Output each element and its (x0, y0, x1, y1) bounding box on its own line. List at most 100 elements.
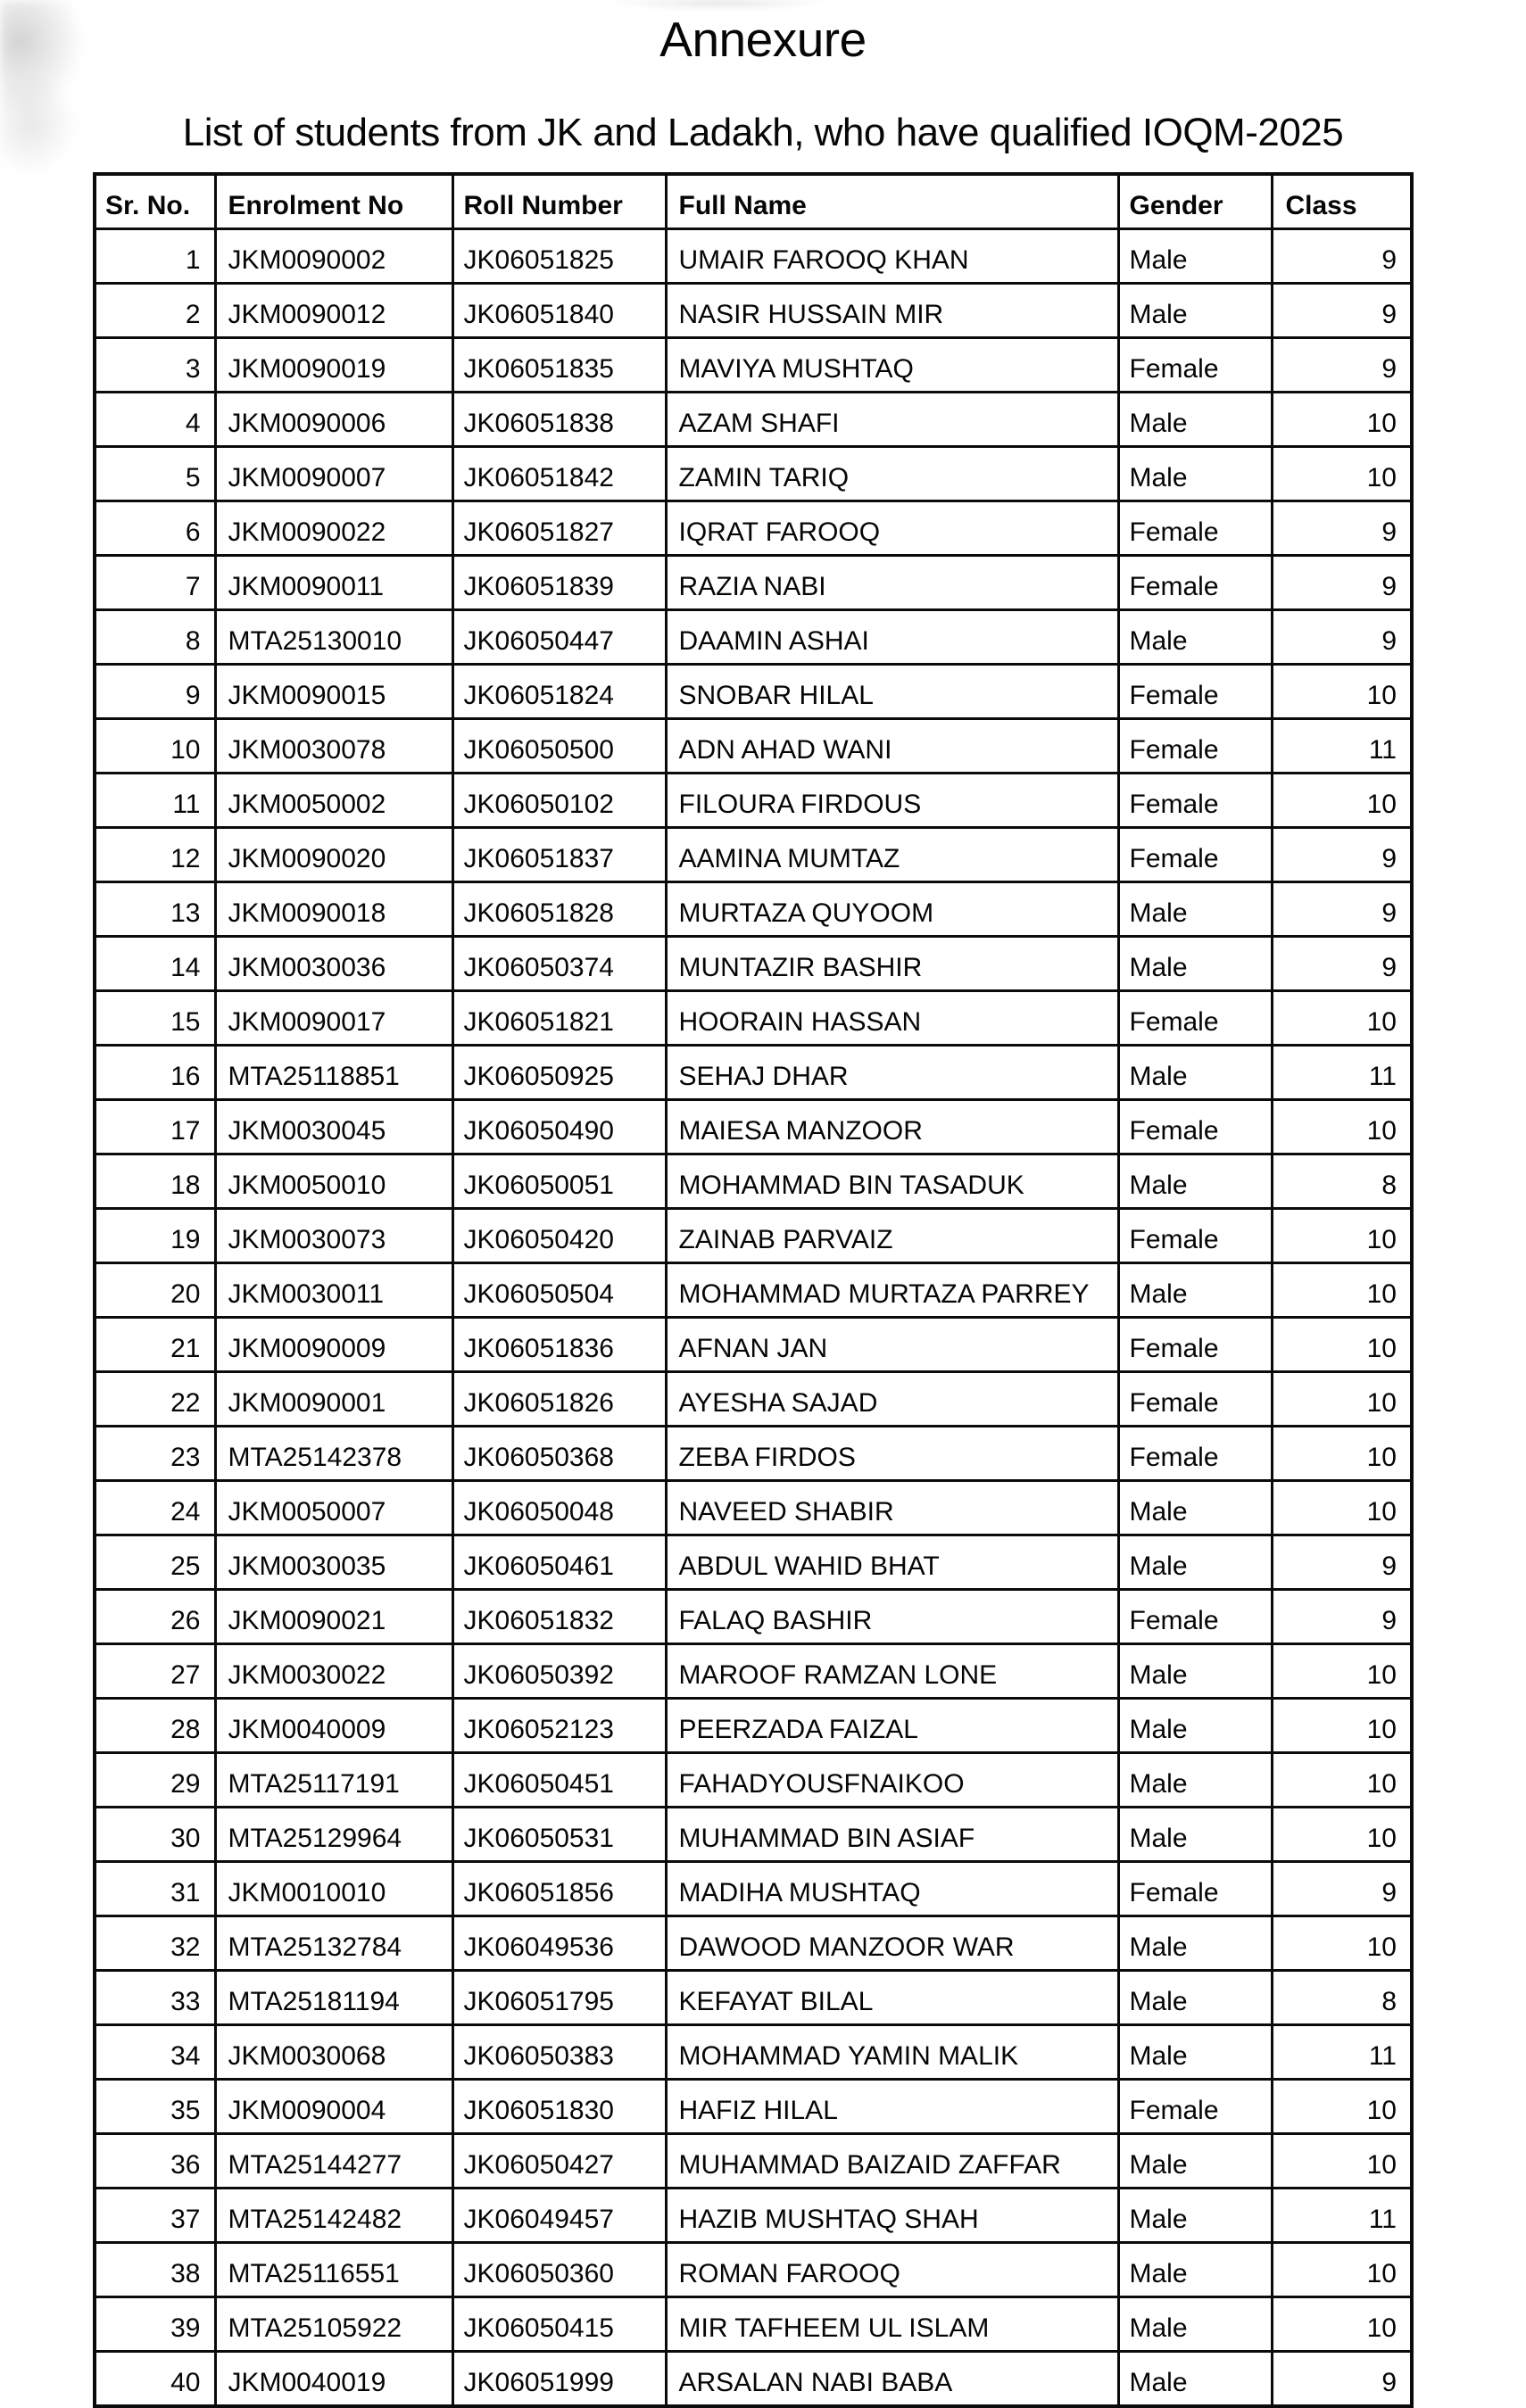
cell-name: AZAM SHAFI (664, 391, 1120, 448)
cell-name: ROMAN FAROOQ (664, 2241, 1120, 2298)
cell-class: 8 (1270, 1969, 1414, 2026)
cell-roll: JK06052123 (451, 1697, 668, 1754)
cell-class: 9 (1270, 1588, 1414, 1645)
cell-name: MUHAMMAD BIN ASIAF (664, 1806, 1120, 1863)
cell-roll: JK06051842 (451, 445, 668, 502)
cell-sr: 11 (93, 772, 217, 829)
cell-sr: 32 (93, 1915, 217, 1972)
cell-sr: 7 (93, 554, 217, 611)
cell-name: FILOURA FIRDOUS (664, 772, 1120, 829)
cell-class: 9 (1270, 826, 1414, 883)
cell-class: 9 (1270, 608, 1414, 666)
cell-sr: 19 (93, 1207, 217, 1264)
cell-sr: 31 (93, 1860, 217, 1917)
cell-gender: Female (1116, 1425, 1273, 1482)
cell-name: MURTAZA QUYOOM (664, 881, 1120, 938)
cell-gender: Male (1116, 881, 1273, 938)
cell-roll: JK06050461 (451, 1534, 668, 1591)
cell-name: AYESHA SAJAD (664, 1370, 1120, 1427)
cell-sr: 8 (93, 608, 217, 666)
cell-class: 9 (1270, 500, 1414, 557)
cell-sr: 29 (93, 1751, 217, 1808)
cell-sr: 40 (93, 2350, 217, 2408)
cell-name: SEHAJ DHAR (664, 1044, 1120, 1101)
table-row: 21 JKM0090009 JK06051836 AFNAN JAN Female 10 (93, 1316, 1414, 1373)
cell-class: 11 (1270, 2187, 1414, 2244)
cell-roll: JK06050490 (451, 1098, 668, 1155)
cell-sr: 15 (93, 989, 217, 1047)
table-row: 14 JKM0030036 JK06050374 MUNTAZIR BASHIR Mal… (93, 935, 1414, 992)
cell-enrolment: MTA25118851 (213, 1044, 454, 1101)
table-row: 18 JKM0050010 JK06050051 MOHAMMAD BIN TASAD… (93, 1153, 1414, 1210)
cell-class: 8 (1270, 1153, 1414, 1210)
cell-enrolment: JKM0040009 (213, 1697, 454, 1754)
table-row: 8 MTA25130010 JK06050447 DAAMIN ASHAI Male 9 (93, 608, 1414, 666)
table-row: 29 MTA25117191 JK06050451 FAHADYOUSFNAIKOO M… (93, 1751, 1414, 1808)
cell-roll: JK06051821 (451, 989, 668, 1047)
cell-enrolment: JKM0050002 (213, 772, 454, 829)
cell-gender: Male (1116, 2241, 1273, 2298)
cell-class: 10 (1270, 445, 1414, 502)
cell-gender: Female (1116, 1207, 1273, 1264)
cell-roll: JK06050500 (451, 717, 668, 774)
cell-sr: 33 (93, 1969, 217, 2026)
cell-gender: Male (1116, 2350, 1273, 2408)
cell-gender: Female (1116, 1098, 1273, 1155)
students-table: Sr. No. Enrolment No Roll Number Full Na… (93, 172, 1414, 2408)
cell-sr: 13 (93, 881, 217, 938)
cell-gender: Male (1116, 1915, 1273, 1972)
cell-gender: Female (1116, 1370, 1273, 1427)
cell-gender: Female (1116, 1316, 1273, 1373)
cell-name: HOORAIN HASSAN (664, 989, 1120, 1047)
cell-sr: 21 (93, 1316, 217, 1373)
cell-roll: JK06051830 (451, 2078, 668, 2135)
cell-class: 10 (1270, 1098, 1414, 1155)
cell-name: NASIR HUSSAIN MIR (664, 282, 1120, 339)
cell-enrolment: JKM0090021 (213, 1588, 454, 1645)
cell-gender: Male (1116, 1643, 1273, 1700)
cell-sr: 2 (93, 282, 217, 339)
cell-sr: 14 (93, 935, 217, 992)
cell-class: 9 (1270, 282, 1414, 339)
cell-name: MAROOF RAMZAN LONE (664, 1643, 1120, 1700)
cell-name: KEFAYAT BILAL (664, 1969, 1120, 2026)
cell-sr: 38 (93, 2241, 217, 2298)
cell-roll: JK06051838 (451, 391, 668, 448)
cell-gender: Female (1116, 500, 1273, 557)
cell-name: MAIESA MANZOOR (664, 1098, 1120, 1155)
cell-sr: 9 (93, 663, 217, 720)
cell-class: 10 (1270, 1479, 1414, 1536)
cell-roll: JK06050415 (451, 2296, 668, 2353)
cell-class: 10 (1270, 1697, 1414, 1754)
cell-enrolment: JKM0030035 (213, 1534, 454, 1591)
table-row: 6 JKM0090022 JK06051827 IQRAT FAROOQ Female 9 (93, 500, 1414, 557)
cell-roll: JK06051826 (451, 1370, 668, 1427)
cell-name: ABDUL WAHID BHAT (664, 1534, 1120, 1591)
cell-sr: 20 (93, 1262, 217, 1319)
cell-roll: JK06051839 (451, 554, 668, 611)
cell-roll: JK06050925 (451, 1044, 668, 1101)
cell-enrolment: JKM0090012 (213, 282, 454, 339)
page-title: Annexure (659, 12, 867, 67)
cell-gender: Male (1116, 2187, 1273, 2244)
cell-sr: 6 (93, 500, 217, 557)
cell-name: ARSALAN NABI BABA (664, 2350, 1120, 2408)
table-row: 27 JKM0030022 JK06050392 MAROOF RAMZAN LONE… (93, 1643, 1414, 1700)
cell-sr: 26 (93, 1588, 217, 1645)
table-body: 1 JKM0090002 JK06051825 UMAIR FAROOQ KHAN Ma… (93, 228, 1414, 2408)
cell-gender: Male (1116, 1479, 1273, 1536)
cell-roll: JK06051828 (451, 881, 668, 938)
cell-gender: Male (1116, 1534, 1273, 1591)
table-row: 9 JKM0090015 JK06051824 SNOBAR HILAL Female 1… (93, 663, 1414, 720)
cell-sr: 37 (93, 2187, 217, 2244)
table-row: 10 JKM0030078 JK06050500 ADN AHAD WANI Femal… (93, 717, 1414, 774)
cell-sr: 27 (93, 1643, 217, 1700)
cell-class: 10 (1270, 989, 1414, 1047)
cell-class: 9 (1270, 1534, 1414, 1591)
table-row: 11 JKM0050002 JK06050102 FILOURA FIRDOUS Fem… (93, 772, 1414, 829)
cell-gender: Male (1116, 1262, 1273, 1319)
cell-roll: JK06050048 (451, 1479, 668, 1536)
cell-gender: Male (1116, 1806, 1273, 1863)
cell-roll: JK06050383 (451, 2023, 668, 2081)
cell-name: SNOBAR HILAL (664, 663, 1120, 720)
